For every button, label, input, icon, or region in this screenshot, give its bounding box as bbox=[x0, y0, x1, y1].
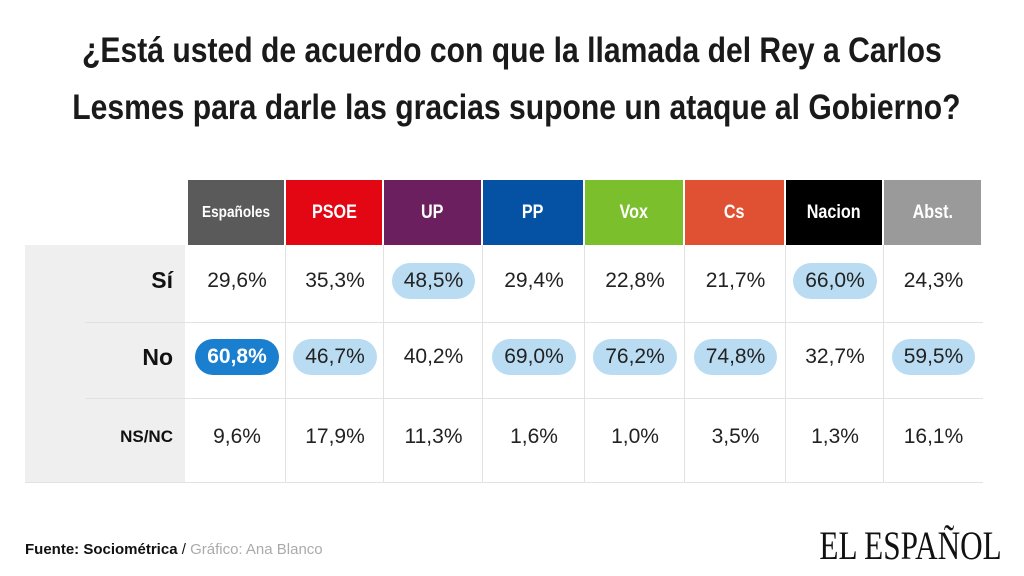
table-cell: 22,8% bbox=[605, 268, 665, 292]
title-line-1: ¿Está usted de acuerdo con que la llamad… bbox=[82, 31, 942, 70]
column-header-2: UP bbox=[384, 180, 481, 245]
table-cell: 46,7% bbox=[286, 322, 384, 392]
column-divider bbox=[285, 245, 286, 482]
row-divider bbox=[85, 322, 983, 323]
row-label-panel bbox=[25, 245, 185, 482]
table-cell: 29,6% bbox=[207, 268, 267, 292]
column-header-4: Vox bbox=[585, 180, 683, 245]
column-divider bbox=[383, 245, 384, 482]
separator: / bbox=[177, 541, 191, 558]
table-cell: 59,5% bbox=[884, 322, 983, 392]
column-header-0: Españoles bbox=[188, 180, 284, 245]
table-cell: 9,6% bbox=[213, 425, 261, 448]
table-cell: 69,0% bbox=[483, 322, 585, 392]
row-label: No bbox=[142, 344, 173, 370]
table-cell: 1,0% bbox=[611, 425, 659, 448]
footer: Fuente: Sociométrica / Gráfico: Ana Blan… bbox=[25, 541, 323, 558]
column-header-1: PSOE bbox=[286, 180, 382, 245]
column-header-3: PP bbox=[483, 180, 583, 245]
column-divider bbox=[584, 245, 585, 482]
column-header-5: Cs bbox=[685, 180, 784, 245]
column-divider bbox=[785, 245, 786, 482]
table-cell: 66,0% bbox=[786, 245, 884, 316]
el-espanol-logo: EL ESPAÑOL bbox=[819, 523, 1002, 568]
table-cell: 35,3% bbox=[305, 268, 365, 292]
row-divider bbox=[85, 398, 983, 399]
column-divider bbox=[482, 245, 483, 482]
table-cell: 11,3% bbox=[404, 425, 463, 448]
table-cell: 21,7% bbox=[705, 268, 766, 292]
source: Fuente: Sociométrica bbox=[25, 541, 178, 558]
table-cell: 74,8% bbox=[685, 322, 786, 392]
table-cell: 1,6% bbox=[510, 425, 558, 448]
column-header-7: Abst. bbox=[884, 180, 981, 245]
table-cell: 60,8% bbox=[188, 322, 286, 392]
table-cell: 40,2% bbox=[403, 345, 464, 368]
row-label: NS/NC bbox=[120, 427, 173, 446]
row-divider bbox=[25, 482, 983, 483]
table-cell: 29,4% bbox=[504, 268, 564, 292]
title-line-2: Lesmes para darle las gracias supone un … bbox=[72, 88, 961, 127]
table-cell: 1,3% bbox=[811, 425, 859, 448]
table-cell: 17,9% bbox=[305, 425, 365, 448]
table-cell: 3,5% bbox=[711, 425, 760, 448]
column-divider bbox=[684, 245, 685, 482]
column-divider bbox=[883, 245, 884, 482]
table-cell: 48,5% bbox=[384, 245, 483, 316]
row-label: Sí bbox=[151, 267, 173, 293]
credit: Gráfico: Ana Blanco bbox=[190, 541, 323, 558]
chart-title: ¿Está usted de acuerdo con que la llamad… bbox=[0, 22, 1024, 136]
table-cell: 24,3% bbox=[903, 268, 964, 292]
table-cell: 16,1% bbox=[903, 425, 964, 448]
column-header-6: Nacion bbox=[786, 180, 882, 245]
table-cell: 32,7% bbox=[805, 345, 865, 368]
table-cell: 76,2% bbox=[585, 322, 685, 392]
